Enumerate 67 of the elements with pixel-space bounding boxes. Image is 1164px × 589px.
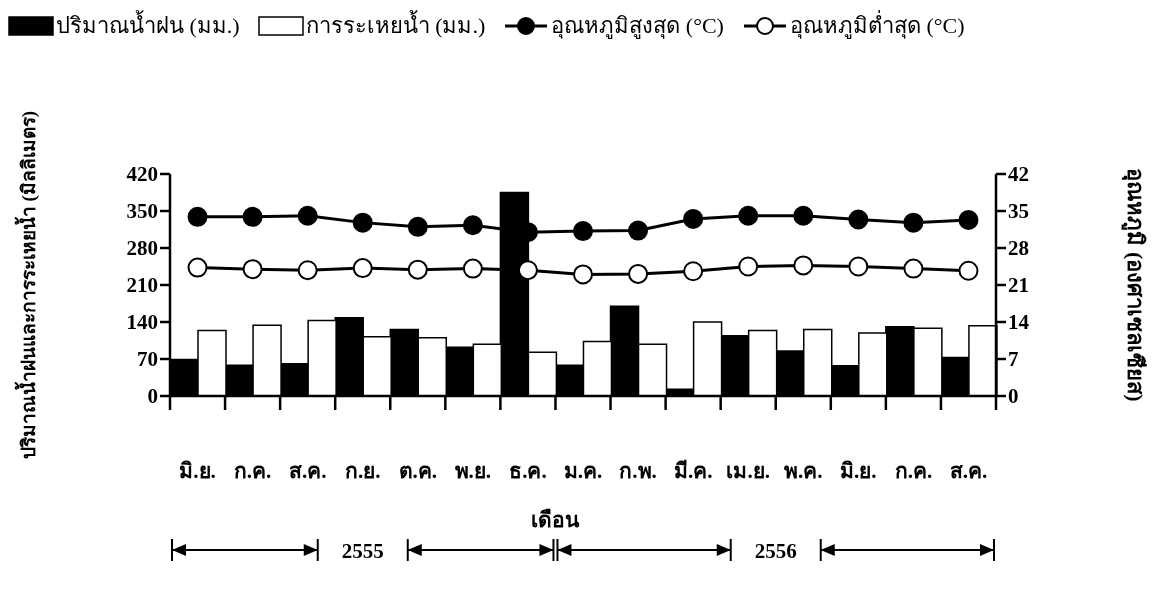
y-tick-label: 140: [126, 310, 158, 335]
x-tick-label: เม.ย.: [726, 459, 770, 483]
legend-label: การระเหยน้ำ (มม.): [305, 9, 486, 40]
y2-tick-label: 14: [1008, 310, 1030, 335]
point: [297, 205, 318, 226]
text: 2555: [341, 539, 384, 563]
x-tick-label: พ.ย.: [454, 459, 492, 483]
y-tick-label: 70: [137, 347, 158, 372]
point: [187, 206, 208, 227]
point: [903, 212, 924, 233]
x-tick-label: ต.ค.: [398, 459, 438, 483]
point: [738, 205, 759, 226]
text: 2556: [754, 539, 797, 563]
point: [683, 261, 704, 282]
point: [242, 206, 263, 227]
legend-label: ปริมาณน้ำฝน (มม.): [56, 9, 240, 40]
y2-tick-label: 7: [1008, 347, 1019, 372]
point: [573, 221, 593, 242]
point: [407, 259, 428, 280]
legend-label: อุณหภูมิต่ำสุด (°C): [789, 9, 965, 41]
y-tick-label: 350: [126, 199, 158, 224]
point: [793, 255, 814, 276]
point: [793, 205, 814, 226]
x-tick-label: มี.ค.: [673, 459, 713, 483]
x-tick-label: ก.ค.: [233, 459, 272, 483]
y2-tick-label: 42: [1008, 162, 1029, 187]
x-tick-label: ส.ค.: [949, 459, 988, 483]
point: [462, 258, 483, 279]
x-axis-title: เดือน: [531, 508, 581, 532]
point: [297, 260, 318, 281]
y2-tick-label: 35: [1008, 199, 1029, 224]
x-tick-label: ก.ค.: [894, 459, 933, 483]
x-tick-label: ส.ค.: [288, 459, 327, 483]
y2-tick-label: 28: [1008, 236, 1029, 261]
x-tick-label: ก.พ.: [619, 459, 657, 483]
point: [352, 258, 373, 279]
point: [738, 256, 759, 277]
point: [628, 263, 649, 284]
point: [628, 220, 649, 241]
x-tick-label: ม.ค.: [563, 459, 603, 483]
y-tick-label: 0: [147, 384, 158, 409]
point: [187, 257, 208, 278]
point: [573, 264, 593, 285]
point: [903, 258, 924, 279]
point: [683, 208, 704, 229]
y-tick-label: 210: [126, 273, 158, 298]
x-tick-label: มิ.ย.: [179, 459, 216, 483]
x-tick-label: พ.ค.: [784, 459, 823, 483]
point: [407, 216, 428, 237]
point: [517, 260, 538, 281]
y-tick-label: 280: [126, 236, 158, 261]
x-tick-label: ธ.ค.: [509, 459, 547, 483]
y2-tick-label: 0: [1008, 384, 1019, 409]
x-tick-label: มิ.ย.: [840, 459, 877, 483]
point: [462, 215, 483, 236]
y-tick-label: 420: [126, 162, 158, 187]
legend-label: อุณหภูมิสูงสุด (°C): [551, 12, 724, 41]
y-axis-title: ปริมาณน้ำฝนและการระเหยน้ำ (มิลลิเมตร): [13, 110, 40, 460]
point: [352, 212, 373, 233]
y2-tick-label: 21: [1008, 273, 1029, 298]
point: [242, 259, 263, 280]
y2-axis-title: อุณหภูมิ (องศาเซลเซียส): [1121, 168, 1149, 402]
point: [848, 209, 869, 230]
point: [958, 209, 979, 230]
point: [848, 256, 869, 277]
x-tick-label: ก.ย.: [344, 459, 381, 483]
point: [958, 260, 979, 281]
